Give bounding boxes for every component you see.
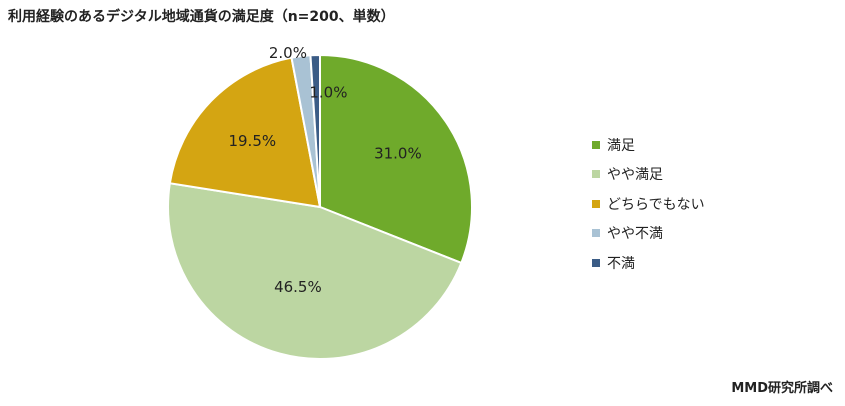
source-credit: MMD研究所調べ	[731, 381, 833, 396]
chart-title: 利用経験のあるデジタル地域通貨の満足度（n=200、単数）	[8, 9, 395, 25]
legend-label: やや不満	[607, 226, 663, 243]
slice-label-2: 46.5%	[274, 278, 322, 296]
legend-label: 満足	[607, 137, 635, 154]
legend-item-1: 満足	[592, 130, 705, 160]
slice-label-1: 31.0%	[374, 145, 422, 163]
legend-item-2: やや満足	[592, 160, 705, 190]
slice-label-3: 19.5%	[228, 132, 276, 150]
legend-item-4: やや不満	[592, 219, 705, 249]
legend: 満足やや満足どちらでもない やや不満不満	[592, 130, 705, 278]
pie-slice-1	[319, 53, 473, 265]
legend-label: やや満足	[607, 167, 663, 184]
legend-swatch	[592, 170, 600, 179]
pie-slice-3	[168, 56, 322, 209]
legend-swatch	[592, 258, 600, 267]
pie-slice-5	[309, 53, 321, 208]
pie-slice-2	[167, 182, 463, 361]
legend-label: どちらでもない	[607, 196, 705, 213]
legend-swatch	[592, 229, 600, 238]
slice-label-4: 2.0%	[269, 44, 307, 62]
legend-swatch	[592, 199, 600, 208]
legend-swatch	[592, 140, 600, 149]
legend-item-3: どちらでもない	[592, 189, 705, 219]
slice-label-5: 1.0%	[309, 84, 347, 102]
legend-label: 不満	[607, 255, 635, 272]
legend-item-5: 不満	[592, 248, 705, 278]
